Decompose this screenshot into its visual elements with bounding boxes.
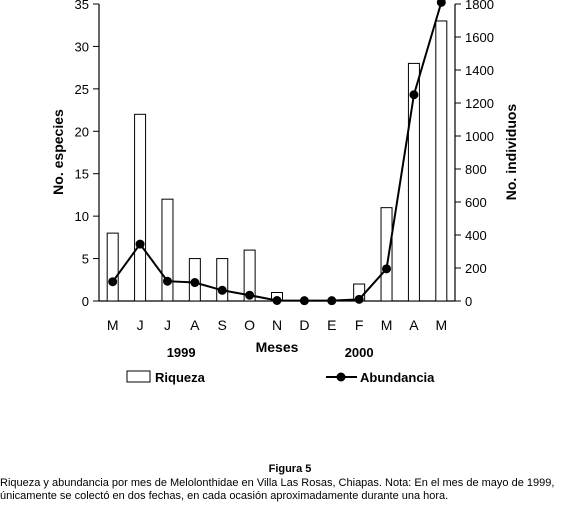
legend-label-riqueza: Riqueza: [155, 370, 206, 385]
point-abundancia: [190, 278, 200, 288]
bar-riqueza: [243, 249, 256, 302]
point-abundancia: [327, 296, 337, 306]
left-tick-label: 15: [75, 167, 89, 182]
x-axis-title: Meses: [256, 339, 299, 355]
point-abundancia: [162, 276, 172, 286]
point-abundancia: [299, 296, 309, 306]
point-abundancia: [436, 0, 446, 7]
figure-caption: Figura 5 Riqueza y abundancia por mes de…: [0, 463, 580, 503]
left-axis-title: No. especies: [50, 109, 66, 195]
right-axis-title: No. individuos: [503, 104, 519, 201]
figure-label: Figura 5: [268, 463, 312, 475]
left-tick-label: 10: [75, 209, 89, 224]
right-tick-label: 0: [465, 294, 472, 309]
month-tick-label: D: [299, 317, 309, 333]
month-tick-label: A: [190, 317, 200, 333]
bar-riqueza: [380, 207, 393, 302]
left-tick-label: 20: [75, 124, 89, 139]
month-tick-label: S: [218, 317, 227, 333]
month-tick-label: M: [435, 317, 447, 333]
left-tick-label: 0: [82, 294, 89, 309]
caption-line-1: Riqueza y abundancia por mes de Melolont…: [0, 477, 555, 489]
month-tick-label: J: [137, 317, 144, 333]
point-abundancia: [382, 264, 392, 274]
caption-line-2: únicamente se colectó en dos fechas, en …: [0, 490, 449, 502]
month-tick-label: J: [164, 317, 171, 333]
month-tick-label: M: [381, 317, 393, 333]
right-tick-label: 400: [465, 228, 487, 243]
point-abundancia: [245, 290, 255, 300]
bar-riqueza: [407, 62, 420, 302]
point-abundancia: [135, 239, 145, 249]
point-abundancia: [354, 294, 364, 304]
month-tick-label: O: [244, 317, 255, 333]
right-tick-label: 800: [465, 162, 487, 177]
left-tick-label: 30: [75, 39, 89, 54]
month-tick-label: A: [409, 317, 419, 333]
bar-riqueza: [161, 198, 174, 302]
legend-swatch-riqueza: [126, 370, 151, 383]
point-abundancia: [108, 277, 118, 287]
right-tick-label: 200: [465, 261, 487, 276]
left-tick-label: 35: [75, 0, 89, 12]
month-tick-label: F: [355, 317, 364, 333]
left-tick-label: 5: [82, 252, 89, 267]
year-label: 1999: [167, 345, 196, 360]
month-tick-label: E: [327, 317, 336, 333]
legend-marker-abundancia: [336, 372, 346, 382]
right-tick-label: 1400: [465, 63, 494, 78]
point-abundancia: [272, 296, 282, 306]
right-tick-label: 1600: [465, 30, 494, 45]
figure-caption-text: Riqueza y abundancia por mes de Melolont…: [0, 477, 580, 503]
point-abundancia: [217, 285, 227, 295]
right-tick-label: 1200: [465, 96, 494, 111]
bar-riqueza: [134, 113, 147, 302]
bar-riqueza: [435, 20, 448, 302]
chart: 0 5 10 15 20 25 30 35 0 200 400 600 800 1000 1200 1400 1…: [50, 0, 519, 385]
left-tick-label: 25: [75, 82, 89, 97]
bar-riqueza: [216, 258, 229, 302]
legend-label-abundancia: Abundancia: [360, 370, 435, 385]
right-tick-label: 1800: [465, 0, 494, 12]
point-abundancia: [409, 90, 419, 100]
month-tick-label: M: [107, 317, 119, 333]
bar-riqueza: [106, 232, 119, 302]
right-tick-label: 600: [465, 195, 487, 210]
right-tick-label: 1000: [465, 129, 494, 144]
month-tick-label: N: [272, 317, 282, 333]
year-label: 2000: [345, 345, 374, 360]
